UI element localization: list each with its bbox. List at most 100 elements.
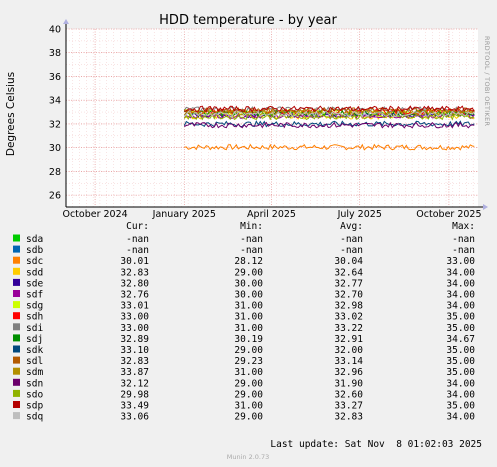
legend-min: 29.00	[234, 389, 263, 400]
legend-avg: -nan	[340, 245, 363, 256]
legend-swatch-sdl	[13, 356, 20, 364]
legend-name: sdp	[26, 401, 43, 412]
legend-max: 34.00	[446, 412, 475, 423]
series-line-sdh	[184, 108, 475, 116]
legend-swatch-sdp	[13, 401, 20, 408]
series-lines	[183, 105, 475, 151]
legend-min: 31.00	[234, 367, 263, 378]
legend-cur: 32.12	[120, 378, 149, 389]
legend-swatch-sdn	[13, 378, 20, 386]
legend-cur: 33.01	[120, 301, 149, 312]
legend-cur: 29.98	[120, 389, 149, 400]
legend-name: sdn	[26, 378, 43, 389]
legend-swatch-sdf	[13, 290, 20, 297]
legend-swatch-sdb	[13, 245, 20, 253]
y-tick-label: 38	[49, 48, 61, 59]
chart-title: HDD temperature - by year	[159, 13, 337, 28]
legend-swatch-sdk	[13, 345, 20, 353]
y-tick-label: 30	[49, 143, 61, 154]
legend-avg: 32.60	[334, 389, 363, 400]
legend-swatch-sda	[13, 234, 20, 242]
legend-swatch-sdg	[13, 301, 20, 309]
legend-min: 29.23	[234, 356, 263, 367]
y-tick-label: 40	[49, 25, 61, 36]
legend-swatch-sdc	[13, 256, 20, 264]
legend-max: 33.00	[446, 256, 475, 267]
legend-avg: 32.98	[334, 301, 363, 312]
legend-name: sdk	[26, 345, 43, 356]
plot-area	[66, 29, 478, 207]
legend-max: -nan	[452, 234, 475, 245]
legend-cur: 32.80	[120, 278, 149, 289]
legend-min: 29.00	[234, 345, 263, 356]
series-line-sdc	[184, 143, 475, 151]
legend-min: 29.00	[234, 412, 263, 423]
legend-min: 28.12	[234, 256, 263, 267]
legend-avg: 32.83	[334, 412, 363, 423]
y-tick-label: 28	[49, 167, 61, 178]
legend-avg: 32.64	[334, 267, 363, 278]
legend-avg: 30.04	[334, 256, 363, 267]
legend-name: sdq	[26, 412, 43, 423]
legend-max: 34.00	[446, 290, 475, 301]
y-axis-arrow	[63, 19, 69, 24]
legend-min: 29.00	[234, 378, 263, 389]
legend-swatch-sde	[13, 278, 20, 286]
legend-cur: 30.01	[120, 256, 149, 267]
legend-avg: 32.00	[334, 345, 363, 356]
y-tick-label: 26	[49, 191, 61, 202]
legend-max: 34.00	[446, 389, 475, 400]
legend-header: Min:	[240, 221, 263, 232]
series-line-sdm	[183, 108, 475, 117]
legend-cur: 33.49	[120, 401, 149, 412]
legend-swatch-sdo	[13, 389, 20, 397]
x-axis-arrow	[483, 204, 488, 210]
y-axis-label: Degrees Celsius	[5, 72, 17, 156]
y-tick-label: 34	[49, 96, 61, 107]
legend-name: sdg	[26, 301, 43, 312]
legend-header: Max:	[452, 221, 475, 232]
axes: 26 28 30 32 34 36 38 40 October 2024 January 2025…	[49, 19, 488, 220]
legend-cur: 32.89	[120, 334, 149, 345]
legend-name: sda	[26, 234, 43, 245]
legend-name: sdc	[26, 256, 43, 267]
legend-cur: 33.00	[120, 312, 149, 323]
legend-name: sdj	[26, 334, 43, 345]
legend-cur: 33.87	[120, 367, 149, 378]
legend-max: 34.00	[446, 378, 475, 389]
legend-max: 34.00	[446, 301, 475, 312]
legend-name: sdl	[26, 356, 43, 367]
x-tick-label: October 2024	[62, 209, 127, 220]
legend-name: sdb	[26, 245, 43, 256]
munin-version: Munin 2.0.73	[227, 453, 270, 461]
legend-avg: 32.91	[334, 334, 363, 345]
legend-max: 35.00	[446, 312, 475, 323]
legend-max: 34.67	[446, 334, 475, 345]
legend-avg: 33.27	[334, 401, 363, 412]
legend-min: 31.00	[234, 301, 263, 312]
legend-avg: -nan	[340, 234, 363, 245]
series-line-sdq	[184, 110, 475, 118]
legend-avg: 33.14	[334, 356, 363, 367]
legend-swatch-sdd	[13, 267, 20, 275]
last-update: Last update: Sat Nov 8 01:02:03 2025	[270, 439, 482, 450]
legend-cur: 32.76	[120, 290, 149, 301]
x-tick-label: January 2025	[152, 209, 216, 220]
legend-name: sdh	[26, 312, 43, 323]
legend-min: -nan	[240, 245, 263, 256]
legend-min: 31.00	[234, 401, 263, 412]
series-line-sdn	[184, 121, 475, 129]
legend-min: 31.00	[234, 312, 263, 323]
legend-name: sdm	[26, 367, 43, 378]
rrdtool-credit: RRDTOOL / TOBI OETIKER	[483, 36, 491, 126]
legend-name: sdi	[26, 323, 43, 334]
legend-cur: 33.06	[120, 412, 149, 423]
legend-min: 29.00	[234, 267, 263, 278]
legend-avg: 32.70	[334, 290, 363, 301]
legend-name: sde	[26, 278, 43, 289]
legend-name: sdd	[26, 267, 43, 278]
legend-avg: 33.22	[334, 323, 363, 334]
legend-max: 34.00	[446, 267, 475, 278]
legend-name: sdf	[26, 290, 43, 301]
